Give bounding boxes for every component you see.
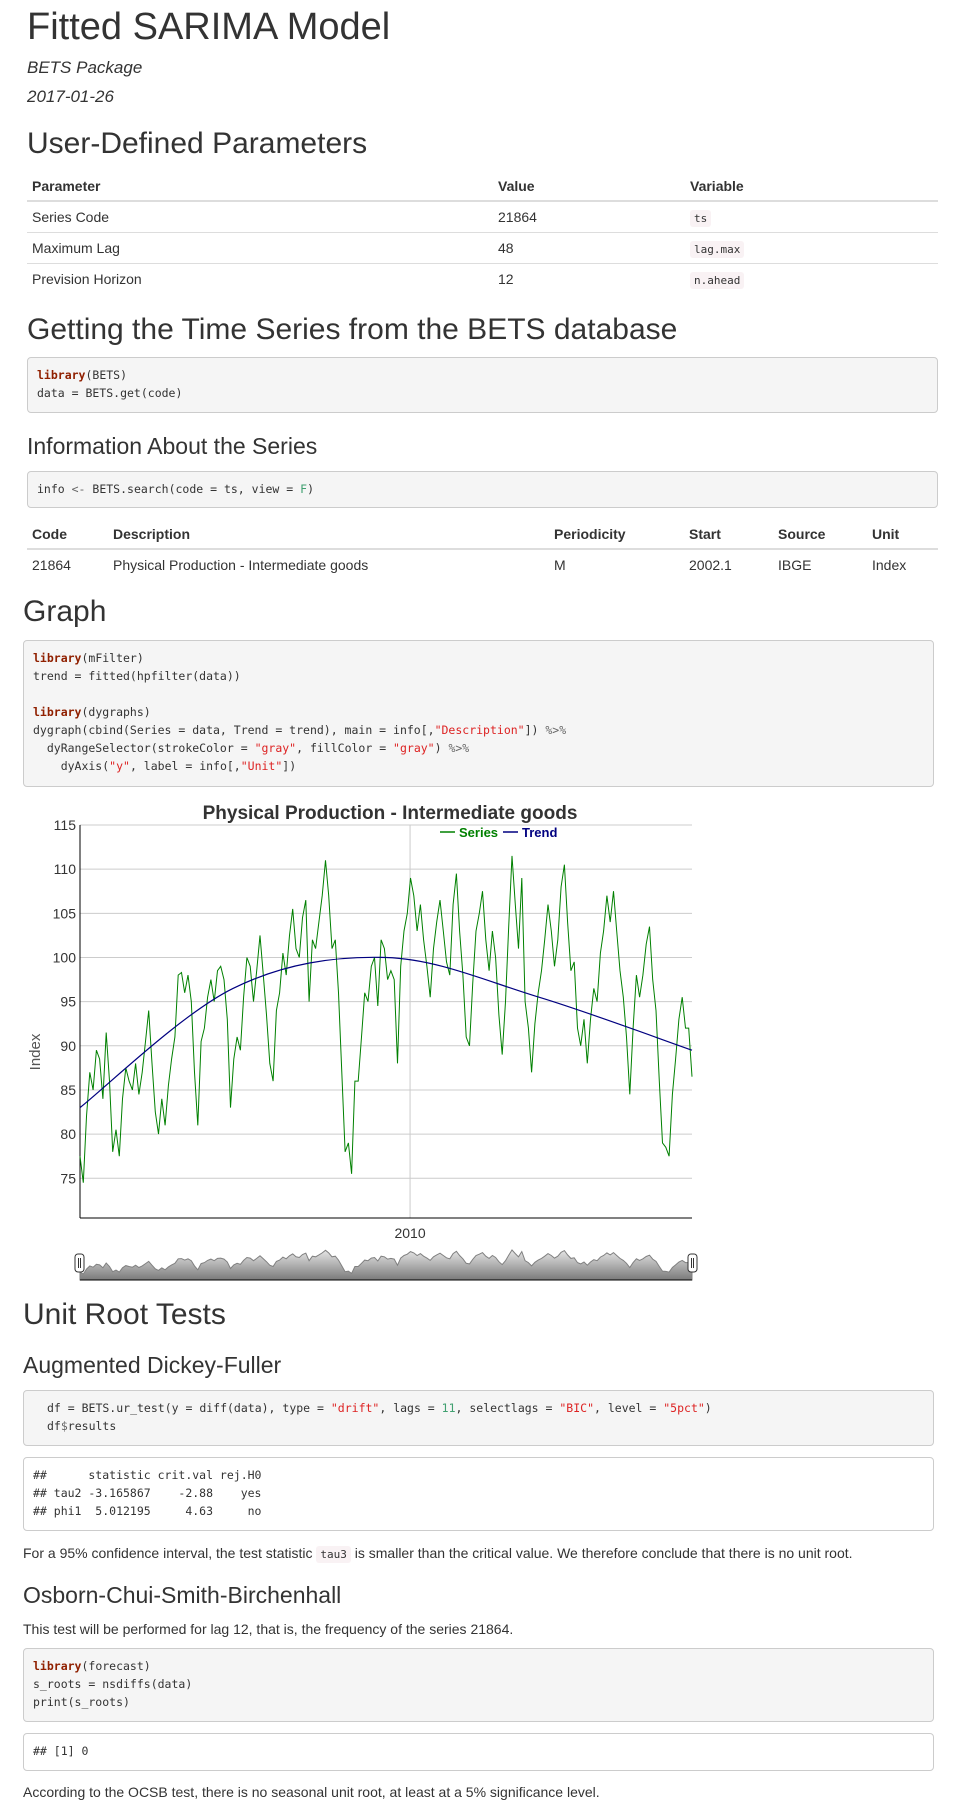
code-block-get: library(BETS) data = BETS.get(code) bbox=[27, 357, 938, 413]
param-name: Maximum Lag bbox=[27, 232, 493, 264]
code-block-ocsb: library(forecast) s_roots = nsdiffs(data… bbox=[23, 1648, 934, 1722]
y-axis-label: Index bbox=[27, 1033, 44, 1070]
table-row: Prevision Horizon 12 n.ahead bbox=[27, 263, 938, 294]
y-tick-label: 115 bbox=[54, 817, 77, 833]
series-line-series bbox=[79, 855, 693, 1183]
cell-start: 2002.1 bbox=[689, 557, 732, 573]
chart-y-ticks: 75 80 85 90 95 100 105 110 115 bbox=[53, 817, 77, 1186]
column-header: Description bbox=[108, 520, 549, 550]
ocsb-conclusion: According to the OCSB test, there is no … bbox=[23, 1784, 600, 1800]
cell-unit: Index bbox=[872, 557, 907, 573]
y-tick-label: 95 bbox=[60, 994, 76, 1010]
table-row: Maximum Lag 48 lag.max bbox=[27, 232, 938, 264]
param-value: 48 bbox=[493, 232, 685, 264]
adf-heading: Augmented Dickey-Fuller bbox=[23, 1352, 282, 1378]
y-tick-label: 110 bbox=[54, 861, 77, 877]
column-header: Source bbox=[773, 520, 867, 550]
param-name: Series Code bbox=[32, 209, 110, 225]
params-heading: User-Defined Parameters bbox=[27, 127, 368, 160]
cell-periodicity: M bbox=[554, 557, 566, 573]
output-block-ocsb: ## [1] 0 bbox=[23, 1733, 934, 1771]
series-line-trend bbox=[79, 956, 693, 1109]
code-block-info: info <- BETS.search(code = ts, view = F) bbox=[27, 471, 938, 508]
column-header: Unit bbox=[867, 520, 938, 550]
adf-conclusion: For a 95% confidence interval, the test … bbox=[23, 1545, 853, 1563]
params-table: Parameter Value Variable Series Code 218… bbox=[27, 172, 938, 294]
x-tick-label: 2010 bbox=[394, 1225, 425, 1241]
table-row: Series Code 21864 ts bbox=[27, 201, 938, 233]
y-tick-label: 80 bbox=[60, 1126, 76, 1142]
column-header: Parameter bbox=[27, 172, 493, 202]
table-header-row: Code Description Periodicity Start Sourc… bbox=[27, 520, 938, 550]
ocsb-intro: This test will be performed for lag 12, … bbox=[23, 1621, 514, 1637]
unitroot-heading: Unit Root Tests bbox=[23, 1298, 226, 1331]
range-handle-left[interactable] bbox=[74, 1253, 85, 1273]
chart-x-ticks: 2010 bbox=[394, 1225, 425, 1241]
y-tick-label: 75 bbox=[60, 1170, 76, 1186]
cell-code: 21864 bbox=[32, 557, 71, 573]
output-block-adf: ## statistic crit.val rej.H0 ## tau2 -3.… bbox=[23, 1457, 934, 1531]
param-variable: n.ahead bbox=[690, 272, 745, 289]
ocsb-heading: Osborn-Chui-Smith-Birchenhall bbox=[23, 1582, 342, 1608]
chart-title: Physical Production - Intermediate goods bbox=[203, 803, 578, 824]
column-header: Variable bbox=[685, 172, 938, 202]
series-info-table: Code Description Periodicity Start Sourc… bbox=[27, 520, 938, 580]
cell-description: Physical Production - Intermediate goods bbox=[113, 557, 369, 573]
range-handle-right[interactable] bbox=[687, 1253, 698, 1273]
inline-code-tau3: tau3 bbox=[316, 1546, 351, 1563]
chart-grid bbox=[80, 824, 692, 1218]
date: 2017-01-26 bbox=[27, 87, 114, 106]
table-row: 21864 Physical Production - Intermediate… bbox=[27, 549, 938, 580]
column-header: Periodicity bbox=[549, 520, 684, 550]
page-title: Fitted SARIMA Model bbox=[27, 6, 391, 48]
legend-label-trend: Trend bbox=[522, 825, 557, 840]
y-tick-label: 100 bbox=[53, 949, 77, 965]
chart-legend: Series Trend bbox=[440, 825, 557, 840]
y-tick-label: 85 bbox=[60, 1082, 76, 1098]
graph-heading: Graph bbox=[23, 595, 107, 628]
column-header: Code bbox=[27, 520, 108, 550]
getting-heading: Getting the Time Series from the BETS da… bbox=[27, 313, 678, 346]
dygraph-chart[interactable]: 75 80 85 90 95 100 105 110 115 2010 Physical Pro… bbox=[0, 790, 720, 1285]
code-block-adf: df = BETS.ur_test(y = diff(data), type =… bbox=[23, 1390, 934, 1446]
column-header: Start bbox=[684, 520, 773, 550]
table-header-row: Parameter Value Variable bbox=[27, 172, 938, 202]
param-variable: lag.max bbox=[690, 241, 745, 258]
range-selector[interactable] bbox=[74, 1249, 698, 1281]
y-tick-label: 105 bbox=[53, 905, 77, 921]
param-value: 21864 bbox=[498, 209, 537, 225]
param-variable: ts bbox=[690, 210, 712, 227]
column-header: Value bbox=[493, 172, 685, 202]
param-name: Prevision Horizon bbox=[27, 263, 493, 294]
author: BETS Package bbox=[27, 58, 143, 77]
param-value: 12 bbox=[493, 263, 685, 294]
range-selector-mini-plot bbox=[79, 1249, 693, 1281]
info-heading: Information About the Series bbox=[27, 433, 318, 459]
cell-source: IBGE bbox=[778, 557, 812, 573]
legend-label-series: Series bbox=[459, 825, 498, 840]
code-block-graph: library(mFilter) trend = fitted(hpfilter… bbox=[23, 640, 934, 787]
y-tick-label: 90 bbox=[60, 1038, 76, 1054]
